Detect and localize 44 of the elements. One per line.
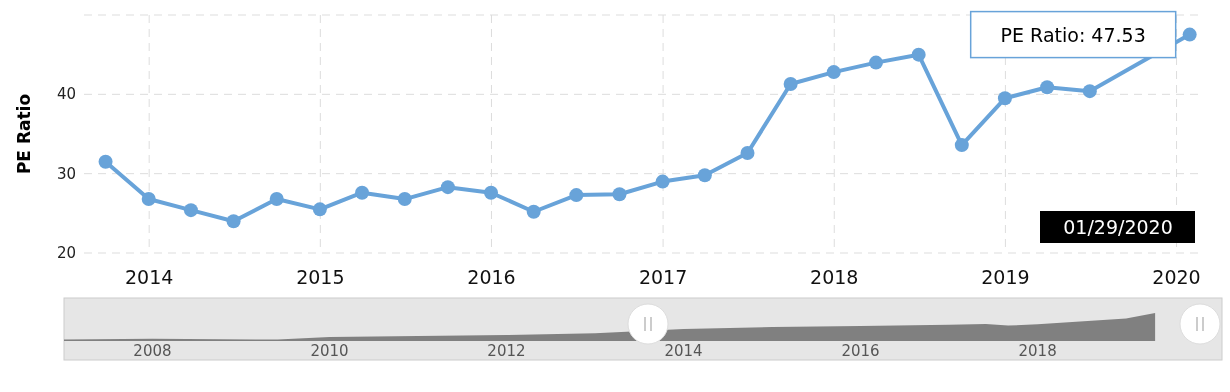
point xyxy=(269,192,284,207)
point xyxy=(997,91,1012,106)
point xyxy=(740,146,755,161)
point xyxy=(141,192,156,207)
point xyxy=(783,77,798,92)
point xyxy=(826,65,841,80)
x-tick-label: 2018 xyxy=(810,266,859,288)
y-tick-label: 20 xyxy=(56,244,76,262)
x-tick-label: 2010 xyxy=(310,342,349,360)
point xyxy=(911,47,926,62)
point xyxy=(397,192,412,207)
x-tick-label: 2020 xyxy=(1152,266,1201,288)
point xyxy=(484,185,499,200)
point xyxy=(312,202,327,217)
x-tick-label: 2016 xyxy=(467,266,516,288)
annotation: 01/29/2020 xyxy=(1063,216,1173,238)
x-tick-label: 2016 xyxy=(841,342,880,360)
point xyxy=(440,180,455,195)
x-tick-label: 2014 xyxy=(125,266,174,288)
point xyxy=(954,138,969,153)
point xyxy=(98,154,113,169)
point xyxy=(569,188,584,203)
point xyxy=(355,185,370,200)
x-tick-label: 2008 xyxy=(133,342,172,360)
x-tick-label: 2014 xyxy=(664,342,703,360)
point xyxy=(183,203,198,218)
x-tick-label: 2019 xyxy=(981,266,1030,288)
x-tick-label: 2015 xyxy=(296,266,345,288)
annotation: PE Ratio: 47.53 xyxy=(1000,23,1146,46)
x-tick-label: 2012 xyxy=(487,342,526,360)
x-tick-label: 2017 xyxy=(638,266,688,288)
point xyxy=(868,55,883,70)
point xyxy=(226,214,241,229)
y-axis-title: PE Ratio xyxy=(14,93,34,175)
point xyxy=(526,204,541,219)
point xyxy=(1082,84,1097,99)
x-tick-label: 2018 xyxy=(1018,342,1057,360)
y-tick-label: 30 xyxy=(56,164,76,183)
point xyxy=(697,168,712,183)
point xyxy=(1182,27,1197,42)
y-tick-label: 40 xyxy=(56,85,76,104)
point xyxy=(655,174,670,189)
point xyxy=(1040,80,1055,95)
point xyxy=(612,187,627,202)
